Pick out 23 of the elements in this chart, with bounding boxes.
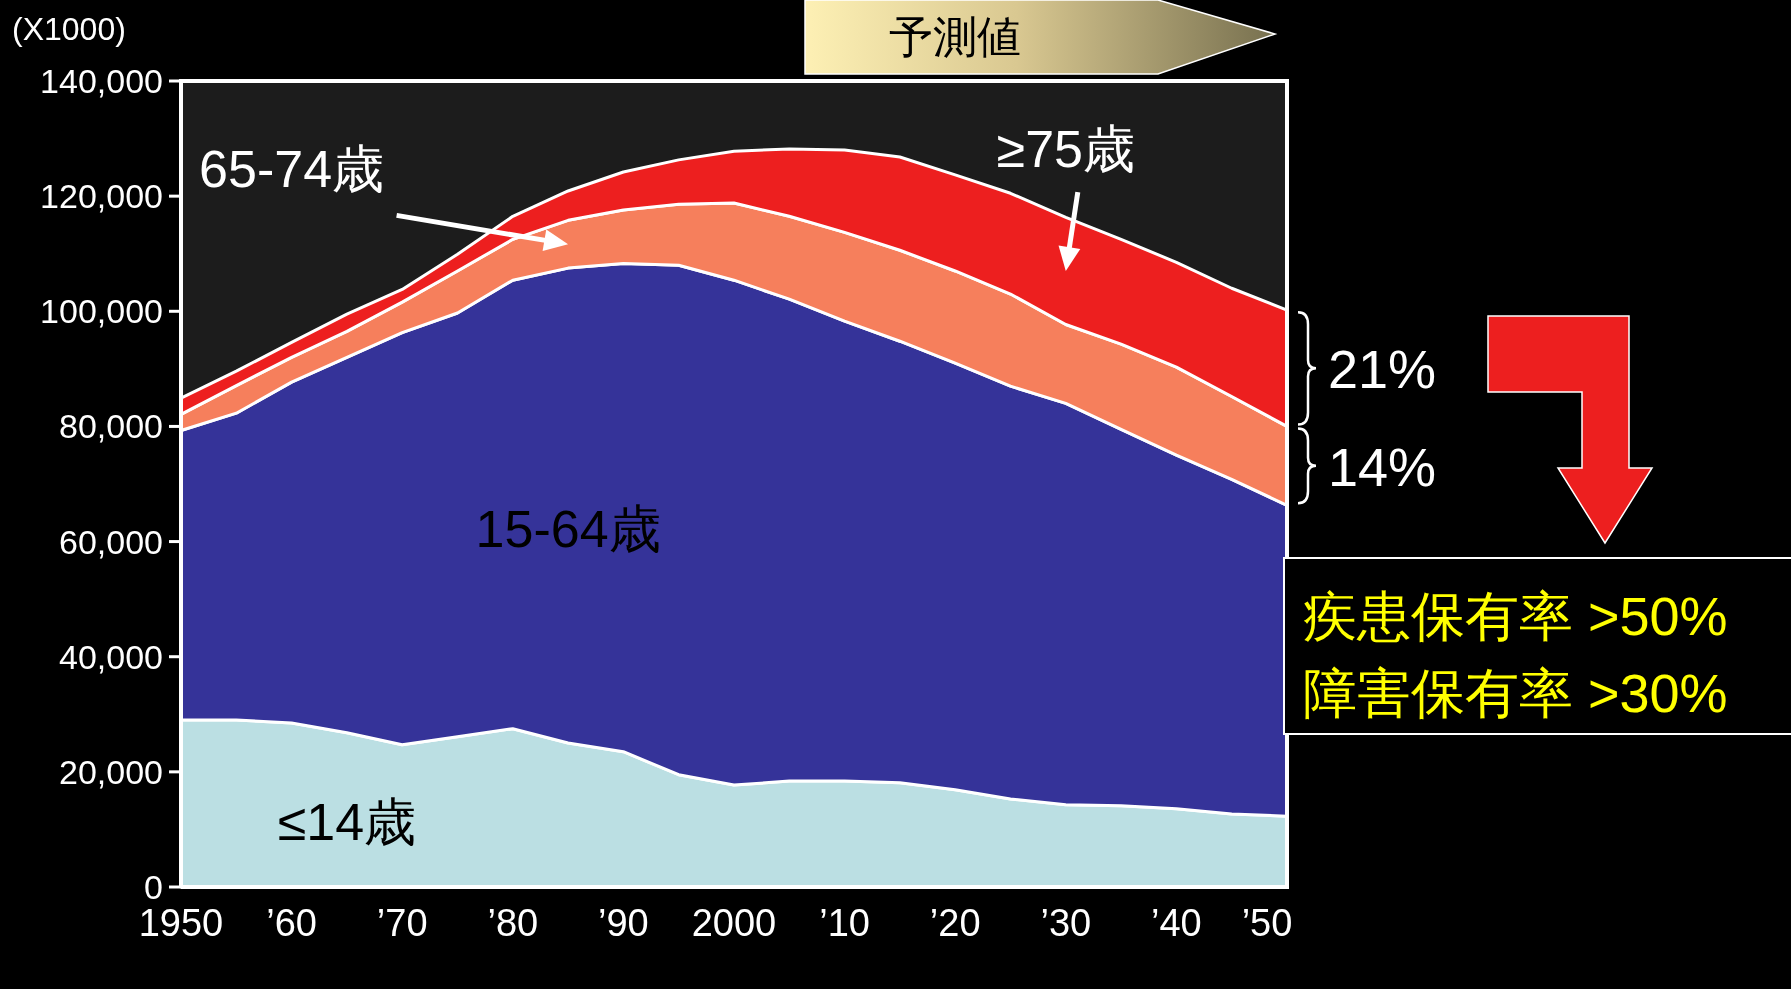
x-tick-label: ’90 (598, 902, 649, 944)
y-axis-title: (X1000) (12, 11, 126, 47)
x-tick-label: ’70 (376, 902, 428, 944)
y-tick-label: 60,000 (59, 522, 163, 561)
x-tick-label: ’10 (819, 902, 870, 944)
x-tick-label: ’20 (929, 902, 981, 944)
x-tick-label: ’60 (266, 902, 317, 944)
text: 14% (1328, 436, 1437, 497)
x-tick-label: 2000 (691, 902, 777, 944)
y-tick-label: 40,000 (59, 637, 163, 676)
y-tick-label: 140,000 (40, 62, 163, 100)
x-tick-label: ’40 (1151, 902, 1202, 944)
y-tick-label: 120,000 (40, 177, 163, 216)
y-tick-label: 80,000 (59, 407, 163, 446)
text: 予測値 (889, 12, 1021, 61)
y-tick-label: 100,000 (40, 292, 163, 331)
x-tick-label: ’50 (1241, 902, 1293, 944)
x-tick-label: ’30 (1040, 902, 1092, 944)
text: 疾患保有率 >50% (1303, 586, 1728, 646)
text: 障害保有率 >30% (1303, 663, 1728, 723)
text: 21% (1328, 339, 1437, 400)
y-tick-label: 20,000 (59, 752, 163, 791)
x-tick-label: ’80 (487, 902, 539, 944)
